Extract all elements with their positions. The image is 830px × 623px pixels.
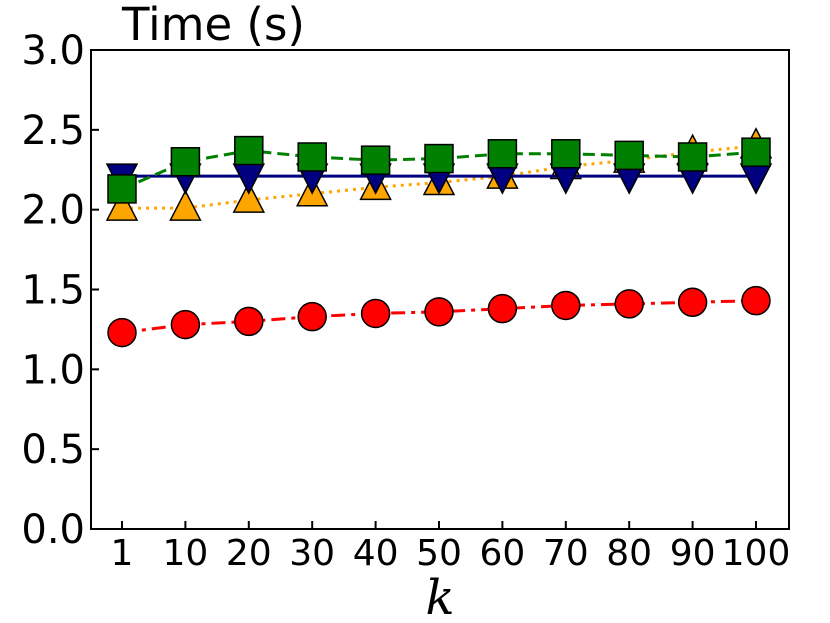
x-tick-label: 60 — [479, 533, 525, 574]
series-3 — [107, 285, 771, 348]
data-point — [107, 174, 137, 204]
y-ticks: 0.0 0.5 1.0 1.5 2.0 2.5 3.0 — [21, 28, 99, 553]
data-point — [551, 139, 581, 169]
data-point — [360, 298, 391, 329]
x-tick-label: 70 — [543, 533, 589, 574]
x-axis-label: k — [425, 570, 454, 623]
y-tick-label: 3.0 — [21, 28, 85, 74]
x-tick-label: 30 — [289, 533, 335, 574]
data-point — [614, 289, 644, 319]
data-point — [424, 297, 454, 327]
data-point — [614, 140, 644, 171]
data-point — [170, 147, 201, 177]
x-tick-label: 20 — [226, 533, 272, 574]
x-ticks: 1 10 20 30 40 50 60 70 80 90 100 — [111, 521, 791, 574]
data-point — [170, 309, 201, 340]
data-point — [297, 142, 327, 172]
x-tick-label: 1 — [111, 533, 134, 574]
data-point — [741, 137, 771, 167]
y-tick-label: 0.5 — [21, 427, 85, 473]
x-tick-label: 10 — [162, 533, 208, 574]
data-point — [297, 301, 327, 332]
plot-frame — [90, 49, 790, 530]
y-tick-label: 1.0 — [21, 347, 85, 393]
x-tick-label: 80 — [606, 533, 652, 574]
data-point — [677, 287, 708, 318]
data-point — [234, 135, 264, 166]
x-tick-label: 90 — [670, 533, 716, 574]
series-line — [122, 144, 757, 210]
y-axis-label: Time (s) — [121, 0, 305, 51]
x-tick-label: 100 — [722, 533, 791, 574]
data-point — [677, 142, 708, 172]
data-point — [360, 145, 391, 175]
data-point — [487, 139, 518, 169]
data-point — [551, 290, 581, 321]
data-point — [487, 293, 518, 324]
data-point — [232, 181, 266, 213]
data-point — [234, 306, 264, 337]
x-tick-label: 50 — [416, 533, 462, 574]
data-point — [169, 189, 202, 221]
data-point — [741, 285, 771, 316]
data-point — [232, 163, 266, 195]
series-2 — [107, 135, 771, 204]
data-point — [739, 163, 773, 195]
x-tick-label: 40 — [353, 533, 399, 574]
series-line — [121, 149, 757, 191]
y-tick-label: 1.5 — [21, 268, 85, 314]
data-point — [424, 143, 454, 174]
data-point — [105, 189, 139, 221]
y-tick-label: 2.0 — [21, 188, 85, 234]
data-point — [107, 317, 137, 348]
y-tick-label: 0.0 — [21, 507, 85, 553]
series-layer — [105, 127, 773, 348]
y-tick-label: 2.5 — [21, 108, 85, 154]
